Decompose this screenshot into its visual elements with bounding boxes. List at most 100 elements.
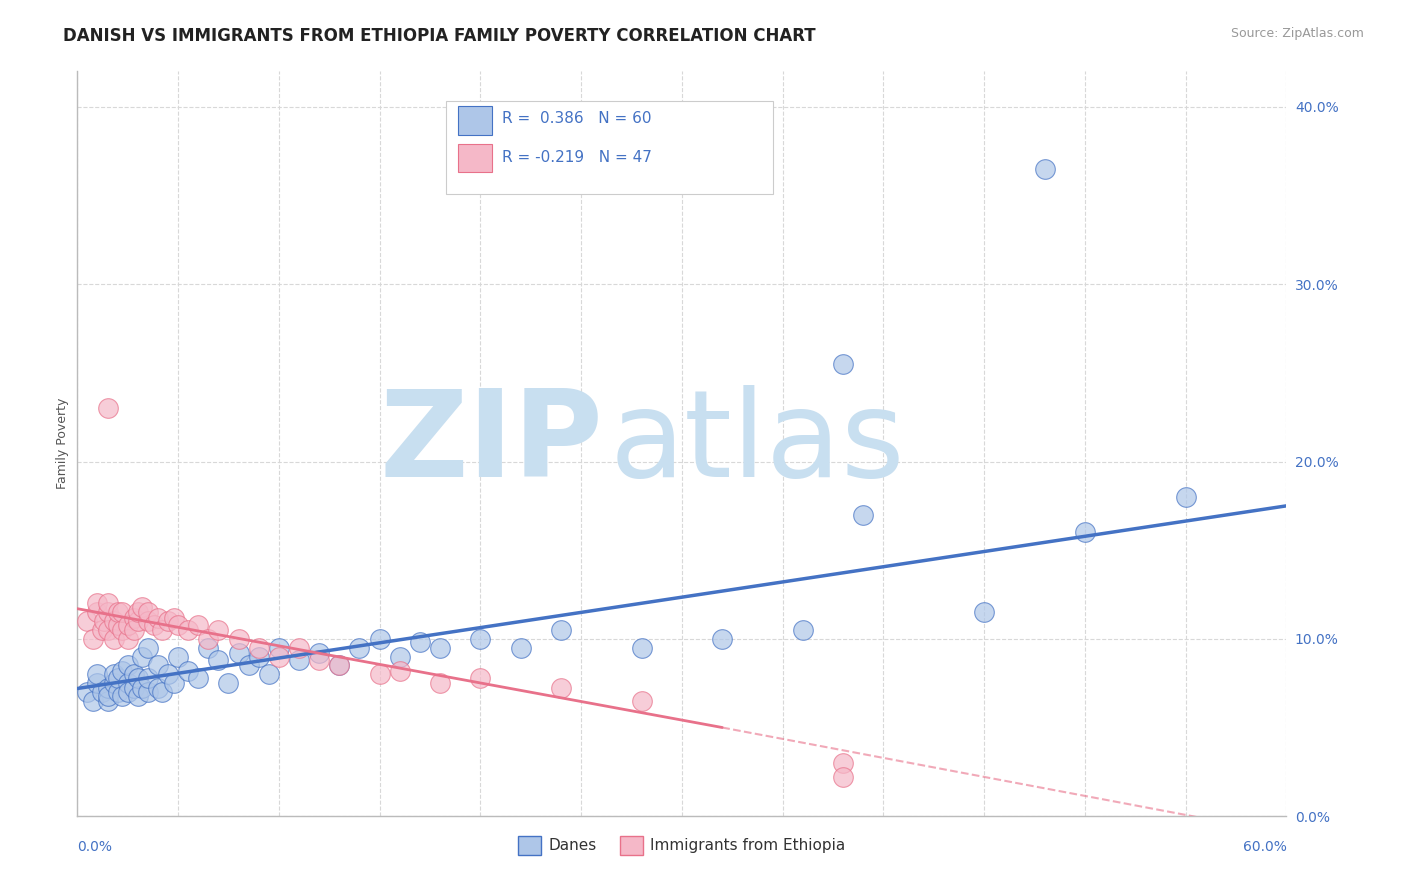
Point <box>117 617 139 632</box>
Point <box>82 694 104 708</box>
Point <box>111 689 134 703</box>
Point <box>131 649 153 664</box>
Point <box>832 756 855 770</box>
Point <box>429 640 451 655</box>
Point <box>177 664 200 678</box>
Point <box>308 653 330 667</box>
Point <box>550 623 572 637</box>
Point <box>93 614 115 628</box>
Point <box>630 694 652 708</box>
Text: R =  0.386   N = 60: R = 0.386 N = 60 <box>502 111 651 126</box>
Point <box>136 685 159 699</box>
Point <box>96 689 118 703</box>
Point <box>150 685 173 699</box>
Point <box>127 689 149 703</box>
Point <box>187 671 209 685</box>
Point <box>630 640 652 655</box>
Point <box>163 610 186 624</box>
Point <box>973 605 995 619</box>
Point <box>117 632 139 646</box>
Point <box>86 676 108 690</box>
Point <box>228 646 250 660</box>
Point <box>122 623 145 637</box>
Point <box>792 623 814 637</box>
Point <box>96 401 118 416</box>
Point <box>111 623 134 637</box>
Point <box>167 617 190 632</box>
Point <box>90 623 112 637</box>
Point <box>1174 490 1197 504</box>
Point <box>267 649 290 664</box>
Point <box>388 649 411 664</box>
Point <box>832 357 855 371</box>
Point <box>146 610 169 624</box>
Point <box>127 614 149 628</box>
Legend: Danes, Immigrants from Ethiopia: Danes, Immigrants from Ethiopia <box>512 830 852 861</box>
Point <box>197 640 219 655</box>
Point <box>117 658 139 673</box>
Text: 60.0%: 60.0% <box>1243 840 1286 854</box>
Point <box>157 614 180 628</box>
Point <box>197 632 219 646</box>
Point <box>86 605 108 619</box>
Point <box>470 632 492 646</box>
Text: atlas: atlas <box>609 385 905 502</box>
Point <box>146 681 169 696</box>
Point <box>163 676 186 690</box>
Text: R = -0.219   N = 47: R = -0.219 N = 47 <box>502 150 651 164</box>
Point <box>117 676 139 690</box>
Point <box>328 658 350 673</box>
Point <box>288 653 311 667</box>
Point <box>368 632 391 646</box>
Point <box>127 671 149 685</box>
Point <box>308 646 330 660</box>
Point <box>136 640 159 655</box>
Point <box>96 623 118 637</box>
Text: 0.0%: 0.0% <box>77 840 112 854</box>
Point <box>122 667 145 681</box>
Point <box>76 685 98 699</box>
Point <box>247 640 270 655</box>
Text: ZIP: ZIP <box>380 385 603 502</box>
Point <box>107 605 129 619</box>
Point <box>388 664 411 678</box>
Point <box>82 632 104 646</box>
Point <box>1033 161 1056 176</box>
Point <box>122 681 145 696</box>
Point <box>409 635 432 649</box>
Point <box>470 671 492 685</box>
Point <box>103 667 125 681</box>
Point <box>86 667 108 681</box>
Point <box>136 605 159 619</box>
Point <box>228 632 250 646</box>
Point <box>368 667 391 681</box>
Point <box>550 681 572 696</box>
Point <box>86 596 108 610</box>
Point <box>146 658 169 673</box>
Point <box>150 623 173 637</box>
Point <box>122 610 145 624</box>
Point <box>187 617 209 632</box>
Point <box>107 617 129 632</box>
Point <box>96 694 118 708</box>
Text: DANISH VS IMMIGRANTS FROM ETHIOPIA FAMILY POVERTY CORRELATION CHART: DANISH VS IMMIGRANTS FROM ETHIOPIA FAMIL… <box>63 27 815 45</box>
Point <box>127 605 149 619</box>
Text: Source: ZipAtlas.com: Source: ZipAtlas.com <box>1230 27 1364 40</box>
Point <box>157 667 180 681</box>
Point <box>76 614 98 628</box>
Point <box>103 614 125 628</box>
Point <box>136 614 159 628</box>
Point <box>111 605 134 619</box>
Point <box>328 658 350 673</box>
Point <box>111 664 134 678</box>
FancyBboxPatch shape <box>458 144 492 172</box>
Y-axis label: Family Poverty: Family Poverty <box>56 398 69 490</box>
Point <box>90 685 112 699</box>
Point <box>218 676 240 690</box>
Point <box>288 640 311 655</box>
Point <box>107 671 129 685</box>
Point <box>131 599 153 614</box>
Point <box>832 770 855 784</box>
Point <box>107 685 129 699</box>
Point <box>131 681 153 696</box>
